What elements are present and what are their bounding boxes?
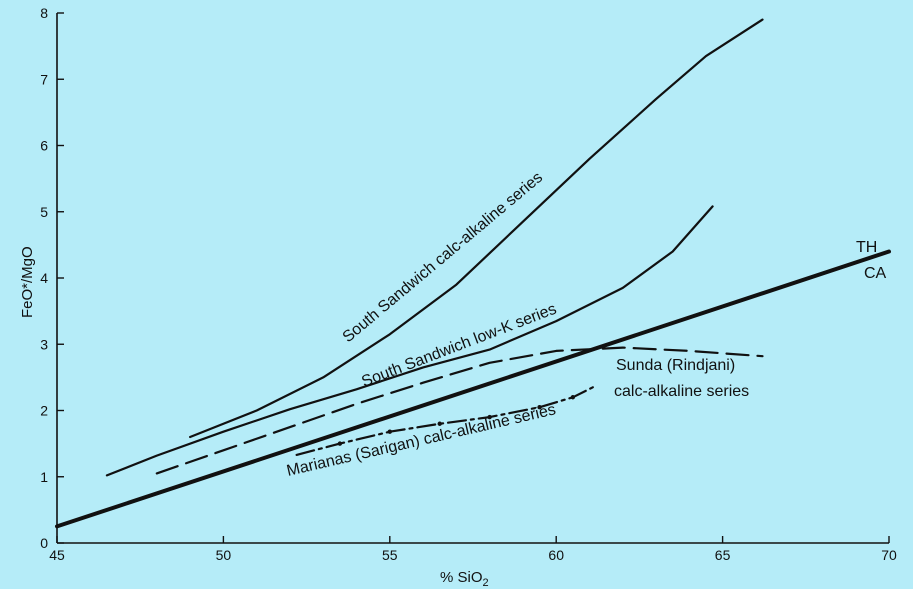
divider-label-th: TH (856, 239, 877, 256)
series-point-marianas-4 (537, 404, 542, 410)
series-label-marianas: Marianas (Sarigan) calc-alkaline series (285, 401, 557, 480)
x-tick-label-60: 60 (548, 547, 564, 563)
series-labels-group: South Sandwich calc-alkaline series Sout… (285, 169, 886, 480)
series-point-marianas-5 (570, 395, 576, 400)
series-line-south-sandwich-low-k-series (105, 205, 714, 477)
x-axis-title: % SiO2 (440, 569, 489, 589)
y-tick-label-5: 5 (40, 204, 48, 220)
series-point-marianas-3 (487, 414, 492, 420)
y-tick-label-2: 2 (40, 403, 48, 419)
x-tick-label-45: 45 (49, 547, 65, 563)
y-tick-label-7: 7 (40, 71, 48, 87)
series-label-south-sandwich-low-k: South Sandwich low-K series (359, 301, 559, 391)
series-lines-group (55, 18, 891, 529)
x-tick-label-70: 70 (881, 547, 897, 563)
series-point-marianas-0 (337, 441, 343, 446)
series-line-south-sandwich-calc-alkaline-series (189, 18, 764, 439)
series-line-marianas-sarigan-calc-alkaline-series (295, 386, 594, 456)
y-tick-label-3: 3 (40, 336, 48, 352)
x-tick-label-50: 50 (216, 547, 232, 563)
series-line-sunda-rindjani-calc-alkaline-series (155, 346, 764, 475)
x-tick-label-65: 65 (715, 547, 731, 563)
series-point-marianas-1 (387, 429, 392, 434)
y-tick-label-0: 0 (40, 535, 48, 551)
series-label-sunda-line-1: Sunda (Rindjani) (616, 357, 735, 374)
y-tick-label-8: 8 (40, 5, 48, 21)
x-axis-title-subscript: 2 (483, 577, 489, 589)
y-tick-label-6: 6 (40, 138, 48, 154)
y-tick-label-1: 1 (40, 469, 48, 485)
x-tick-label-55: 55 (382, 547, 398, 563)
series-point-marianas-2 (437, 421, 442, 426)
y-tick-label-4: 4 (40, 270, 48, 286)
series-line-th-ca-divide (55, 249, 891, 529)
x-axis-title-main: % SiO (440, 569, 483, 586)
y-axis-title: FeO*/MgO (19, 246, 36, 318)
series-label-sunda-line-2: calc-alkaline series (614, 383, 749, 400)
divider-label-ca: CA (864, 265, 887, 282)
